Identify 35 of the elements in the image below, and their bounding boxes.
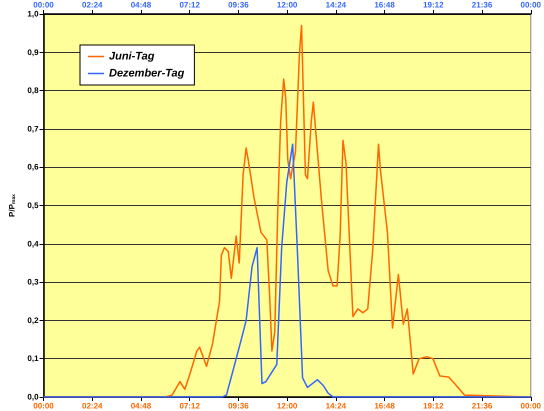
x-tick-label: 16:48 — [374, 402, 396, 410]
x2-tick-label: 21:36 — [472, 0, 493, 10]
x-tick-label: 21:36 — [472, 402, 493, 410]
y-tick-label: 0,1 — [27, 354, 40, 364]
y-tick-label: 0,3 — [27, 278, 40, 287]
x2-tick-label: 09:36 — [228, 0, 250, 10]
x-tick-label: 02:24 — [82, 402, 104, 410]
x-tick-label: 19:12 — [423, 402, 444, 410]
y-tick-label: 1,0 — [27, 10, 40, 18]
x2-tick-label: 00:00 — [33, 0, 54, 10]
y-tick-label: 0,5 — [27, 201, 40, 210]
x-tick-label: 09:36 — [228, 402, 250, 410]
x2-tick-label: 14:24 — [326, 0, 347, 10]
x-tick-label: 07:12 — [179, 402, 200, 410]
legend-label: Dezember-Tag — [109, 68, 185, 80]
x2-tick-label: 19:12 — [423, 0, 444, 10]
x2-tick-label: 02:24 — [82, 0, 104, 10]
x-tick-label: 00:00 — [520, 402, 542, 410]
x-tick-label: 04:48 — [130, 402, 152, 410]
y-tick-label: 0,9 — [27, 48, 40, 57]
x-tick-label: 14:24 — [326, 402, 347, 410]
y-tick-label: 0,6 — [27, 162, 40, 172]
y-tick-label: 0,8 — [27, 86, 40, 96]
x-tick-label: 12:00 — [276, 402, 298, 410]
x2-tick-label: 04:48 — [130, 0, 152, 10]
x2-tick-label: 07:12 — [179, 0, 200, 10]
y-tick-label: 0,0 — [27, 392, 40, 402]
x2-tick-label: 16:48 — [374, 0, 396, 10]
x-tick-label: 00:00 — [33, 402, 54, 410]
x2-tick-label: 12:00 — [276, 0, 298, 10]
x2-tick-label: 00:00 — [520, 0, 542, 10]
y-tick-label: 0,4 — [27, 239, 40, 248]
legend-label: Juni-Tag — [109, 50, 155, 62]
y-tick-label: 0,2 — [27, 316, 40, 325]
y-tick-label: 0,7 — [27, 124, 40, 134]
